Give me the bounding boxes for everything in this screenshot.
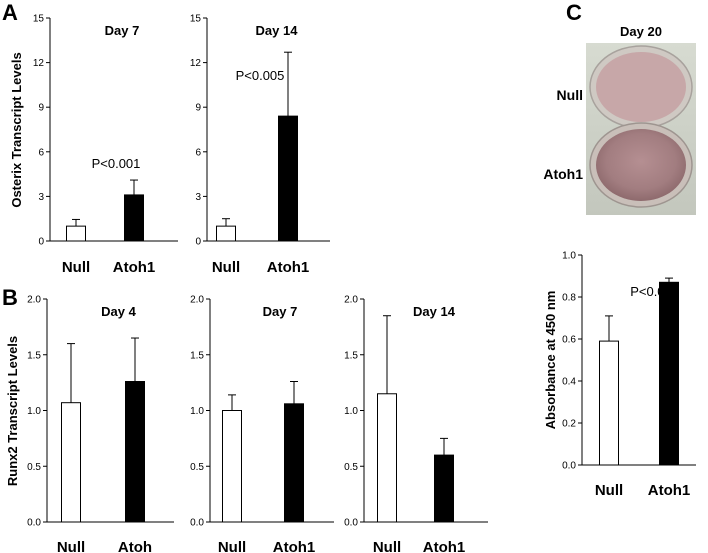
- bar-atoh: [125, 381, 145, 523]
- y-tick-label: 1.5: [344, 350, 358, 361]
- category-label: Atoh1: [273, 539, 316, 553]
- plate-null: [596, 52, 686, 122]
- y-tick-label: 3: [38, 192, 44, 203]
- bar-null: [599, 340, 619, 466]
- chart-title: Day 14: [256, 23, 299, 38]
- bar-atoh1: [124, 194, 144, 242]
- bar-null: [66, 225, 86, 242]
- y-tick-label: 1.0: [344, 406, 358, 417]
- y-tick-label: 0.5: [344, 462, 358, 473]
- y-tick-label: 0.5: [27, 462, 41, 473]
- bar-atoh1: [434, 454, 454, 523]
- chart-title: Day 4: [101, 304, 136, 319]
- y-tick-label: 0: [38, 237, 44, 248]
- y-tick-label: 6: [38, 147, 44, 158]
- category-label: Null: [218, 539, 246, 553]
- y-tick-label: 2.0: [190, 295, 204, 306]
- category-label: Null: [62, 259, 90, 276]
- category-label: Atoh: [118, 539, 152, 553]
- y-tick-label: 0.0: [562, 461, 576, 472]
- y-tick-label: 1.5: [190, 350, 204, 361]
- plate-label-null: Null: [557, 87, 583, 103]
- p-value-annotation: P<0.005: [236, 68, 285, 83]
- plate-atoh1: [596, 129, 686, 201]
- y-tick-label: 1.0: [190, 406, 204, 417]
- category-label: Atoh1: [648, 482, 691, 499]
- y-tick-label: 0: [195, 237, 201, 248]
- category-label: Atoh1: [267, 259, 310, 276]
- category-label: Atoh1: [423, 539, 466, 553]
- bar-null: [222, 410, 242, 523]
- y-tick-label: 2.0: [27, 295, 41, 306]
- p-value-annotation: P<0.001: [92, 156, 141, 171]
- photo-title: Day 20: [620, 24, 662, 39]
- y-tick-label: 0.0: [344, 518, 358, 529]
- y-tick-label: 15: [190, 14, 202, 25]
- category-label: Null: [595, 482, 623, 499]
- panel-label-c: C: [566, 0, 582, 25]
- chart-b1: 0.0 0.5 1.0 1.5 2.0 Null Atoh Day 4 Runx2 Transc…: [5, 295, 174, 553]
- bar-null: [216, 225, 236, 242]
- y-axis-label: Absorbance at 450 nm: [543, 291, 558, 430]
- y-tick-label: 0.8: [562, 293, 576, 304]
- y-tick-label: 1.0: [562, 251, 576, 262]
- y-tick-label: 0.6: [562, 335, 576, 346]
- y-tick-label: 1.5: [27, 350, 41, 361]
- y-tick-label: 6: [195, 147, 201, 158]
- bar-atoh1: [284, 403, 304, 523]
- y-tick-label: 2.0: [344, 295, 358, 306]
- y-tick-label: 0.4: [562, 377, 576, 388]
- panel-label-b: B: [2, 285, 18, 310]
- y-tick-label: 1.0: [27, 406, 41, 417]
- y-axis-label: Osterix Transcript Levels: [9, 52, 24, 207]
- bar-null: [61, 402, 81, 523]
- y-tick-label: 0.5: [190, 462, 204, 473]
- y-tick-label: 12: [33, 58, 45, 69]
- bar-null: [377, 393, 397, 523]
- category-label: Null: [373, 539, 401, 553]
- y-tick-label: 9: [195, 103, 201, 114]
- y-tick-label: 9: [38, 103, 44, 114]
- chart-title: Day 7: [263, 304, 298, 319]
- p-value-annotation: P<0.05: [630, 284, 672, 299]
- y-tick-label: 0.0: [190, 518, 204, 529]
- category-label: Null: [212, 259, 240, 276]
- chart-c1: 0.0 0.2 0.4 0.6 0.8 1.0 Null Atoh1 P<0.05 Absorba…: [543, 251, 696, 499]
- chart-title: Day 14: [413, 304, 456, 319]
- chart-title: Day 7: [105, 23, 140, 38]
- y-tick-label: 0.2: [562, 419, 576, 430]
- bar-atoh1: [659, 281, 679, 466]
- chart-b2: 0.0 0.5 1.0 1.5 2.0 Null Atoh1 Day 7: [190, 295, 334, 553]
- plate-label-atoh1: Atoh1: [543, 166, 583, 182]
- y-tick-label: 15: [33, 14, 45, 25]
- bar-atoh1: [278, 115, 298, 242]
- y-tick-label: 12: [190, 58, 202, 69]
- y-tick-label: 0.0: [27, 518, 41, 529]
- category-label: Null: [57, 539, 85, 553]
- y-tick-label: 3: [195, 192, 201, 203]
- chart-a1: 0 3 6 9 12 15 Null Atoh1 Day 7 P<0.001 Osterix Tra…: [9, 14, 178, 276]
- charts: 0 3 6 9 12 15 Null Atoh1 Day 7 P<0.001 Osterix Tra…: [5, 14, 696, 553]
- category-label: Atoh1: [113, 259, 156, 276]
- panel-label-a: A: [2, 0, 18, 25]
- chart-a2: 0 3 6 9 12 15 Null Atoh1 Day 14 P<0.005: [190, 14, 330, 276]
- y-axis-label: Runx2 Transcript Levels: [5, 336, 20, 486]
- plate-photo: [586, 43, 696, 215]
- chart-b3: 0.0 0.5 1.0 1.5 2.0 Null Atoh1 Day 14: [344, 295, 488, 553]
